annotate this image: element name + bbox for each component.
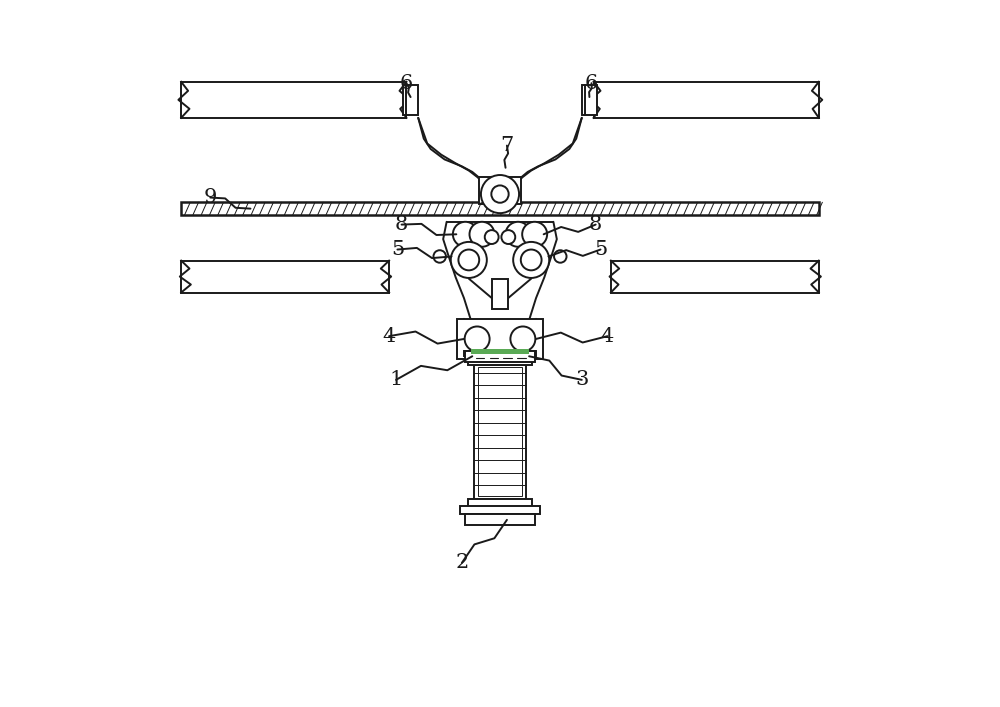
Circle shape [491,185,509,203]
Circle shape [521,250,542,270]
Text: 6: 6 [585,74,598,93]
Text: 7: 7 [500,136,514,155]
Circle shape [510,327,535,351]
Text: 4: 4 [601,327,614,346]
Text: 2: 2 [455,554,469,573]
Bar [457,319,543,359]
Bar [492,279,508,309]
Text: 9: 9 [204,188,217,207]
Bar [611,261,819,293]
Text: 8: 8 [395,215,408,234]
Bar [594,82,819,118]
Circle shape [458,250,479,270]
Bar [468,499,532,508]
Text: 4: 4 [382,327,396,346]
Circle shape [506,222,530,247]
Bar [479,177,521,204]
Circle shape [453,222,478,247]
Bar [181,261,389,293]
Text: 5: 5 [391,240,404,259]
Text: 1: 1 [389,370,403,390]
Text: 3: 3 [575,370,588,390]
Bar [465,351,535,362]
Text: 6: 6 [400,74,413,93]
Bar [403,85,418,115]
Bar [471,349,529,354]
Circle shape [451,242,487,278]
Circle shape [513,242,549,278]
Text: 5: 5 [594,240,607,259]
Bar [465,514,535,525]
Bar [181,82,406,118]
Text: 8: 8 [589,215,602,234]
Bar [464,351,536,356]
Bar [181,202,819,215]
Bar [582,85,597,115]
Bar [478,368,522,496]
Circle shape [554,250,567,263]
Circle shape [501,230,515,244]
Circle shape [481,175,519,213]
Circle shape [485,230,499,244]
Bar [474,365,526,499]
Circle shape [433,250,446,263]
Circle shape [522,222,547,247]
Bar [468,356,532,365]
Circle shape [470,222,494,247]
Circle shape [465,327,490,351]
Bar [460,506,540,514]
